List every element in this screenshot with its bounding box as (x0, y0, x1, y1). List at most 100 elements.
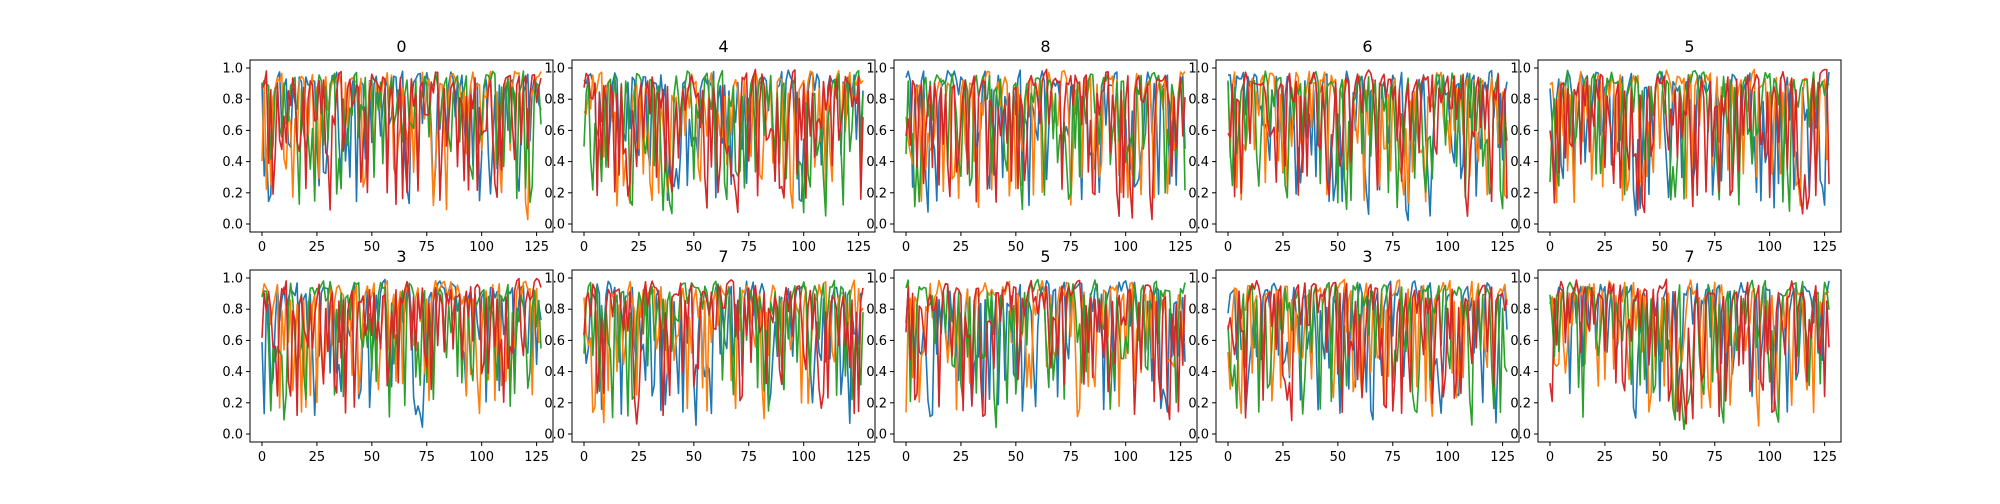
y-tick-label: 0.0 (866, 218, 887, 233)
axes-frame (1537, 59, 1842, 233)
y-tick-label: 0.8 (866, 93, 887, 108)
x-tick-label: 125 (846, 450, 871, 465)
x-tick-label: 50 (686, 450, 703, 465)
x-tick-label: 100 (469, 450, 494, 465)
y-tick-label: 0.4 (222, 365, 243, 380)
y-tick-label: 0.4 (544, 155, 565, 170)
y-tick-label: 1.0 (1188, 272, 1209, 287)
y-tick-label: 0.6 (1188, 334, 1209, 349)
series-line-3 (583, 279, 864, 419)
x-tick-label: 50 (364, 450, 381, 465)
axes-frame (571, 59, 876, 233)
subplot-2: 0.0 0.2 0.4 0.6 0.8 1.0 0 25 50 75 100 125 4 (544, 37, 876, 255)
x-tick-label: 25 (309, 240, 326, 255)
x-tick-label: 50 (1652, 450, 1669, 465)
x-tick-label: 0 (1224, 240, 1232, 255)
x-tick-label: 100 (1757, 450, 1782, 465)
subplot-7: 0.0 0.2 0.4 0.6 0.8 1.0 0 25 50 75 100 125 7 (544, 247, 876, 465)
y-tick-label: 1.0 (866, 272, 887, 287)
x-tick-label: 100 (1757, 240, 1782, 255)
axes-frame (571, 269, 876, 443)
x-tick-label: 75 (1384, 450, 1401, 465)
subplot-title: 8 (1040, 37, 1050, 56)
y-tick-label: 0.0 (866, 428, 887, 443)
x-tick-label: 25 (1275, 450, 1292, 465)
x-tick-label: 50 (1652, 240, 1669, 255)
x-tick-label: 75 (418, 450, 435, 465)
y-tick-label: 0.8 (1188, 93, 1209, 108)
x-tick-label: 25 (631, 450, 648, 465)
y-tick-label: 0.8 (1188, 303, 1209, 318)
subplot-title: 3 (1362, 247, 1372, 266)
y-tick-label: 0.0 (1510, 428, 1531, 443)
subplot-title: 5 (1040, 247, 1050, 266)
x-tick-label: 100 (1113, 450, 1138, 465)
subplot-title: 0 (396, 37, 406, 56)
y-tick-label: 0.6 (866, 334, 887, 349)
axes-frame (249, 59, 554, 233)
x-tick-label: 100 (1435, 240, 1460, 255)
x-tick-label: 25 (631, 240, 648, 255)
x-tick-label: 50 (1008, 450, 1025, 465)
x-tick-label: 125 (524, 450, 549, 465)
x-tick-label: 25 (1597, 450, 1614, 465)
subplot-3: 0.0 0.2 0.4 0.6 0.8 1.0 0 25 50 75 100 125 8 (866, 37, 1198, 255)
y-tick-label: 0.0 (222, 428, 243, 443)
y-tick-label: 1.0 (544, 62, 565, 77)
y-tick-label: 0.4 (1188, 365, 1209, 380)
y-tick-label: 0.4 (866, 365, 887, 380)
y-tick-label: 0.0 (544, 218, 565, 233)
x-tick-label: 0 (902, 450, 910, 465)
series-line-3 (905, 278, 1186, 429)
x-tick-label: 100 (791, 450, 816, 465)
y-tick-label: 1.0 (544, 272, 565, 287)
y-tick-label: 0.2 (544, 186, 565, 201)
x-tick-label: 75 (740, 450, 757, 465)
y-tick-label: 0.8 (544, 93, 565, 108)
y-tick-label: 0.4 (1510, 155, 1531, 170)
x-tick-label: 0 (902, 240, 910, 255)
y-tick-label: 1.0 (222, 272, 243, 287)
y-tick-label: 0.0 (544, 428, 565, 443)
subplot-title: 5 (1684, 37, 1694, 56)
y-tick-label: 0.2 (866, 186, 887, 201)
x-tick-label: 0 (1546, 240, 1554, 255)
x-tick-label: 0 (258, 450, 266, 465)
y-tick-label: 0.2 (222, 186, 243, 201)
axes-frame (893, 59, 1198, 233)
series-line-4 (1549, 278, 1830, 425)
series-line-3 (905, 71, 1186, 211)
y-tick-label: 0.2 (1510, 396, 1531, 411)
series-line-4 (583, 279, 864, 425)
y-tick-label: 0.0 (1510, 218, 1531, 233)
x-tick-label: 125 (1168, 240, 1193, 255)
y-tick-label: 0.4 (866, 155, 887, 170)
x-tick-label: 100 (1113, 240, 1138, 255)
y-tick-label: 0.2 (1188, 186, 1209, 201)
y-tick-label: 0.4 (1510, 365, 1531, 380)
y-tick-label: 0.6 (1188, 124, 1209, 139)
axes-frame (893, 269, 1198, 443)
y-tick-label: 0.8 (544, 303, 565, 318)
subplot-10: 0.0 0.2 0.4 0.6 0.8 1.0 0 25 50 75 100 125 7 (1510, 247, 1842, 465)
y-tick-label: 0.6 (1510, 124, 1531, 139)
y-tick-label: 0.2 (222, 396, 243, 411)
x-tick-label: 75 (1062, 450, 1079, 465)
x-tick-label: 125 (524, 240, 549, 255)
subplot-5: 0.0 0.2 0.4 0.6 0.8 1.0 0 25 50 75 100 125 5 (1510, 37, 1842, 255)
subplot-1: 0.0 0.2 0.4 0.6 0.8 1.0 0 25 50 75 100 125 0 (222, 37, 554, 255)
y-tick-label: 1.0 (222, 62, 243, 77)
y-tick-label: 0.8 (1510, 93, 1531, 108)
x-tick-label: 75 (740, 240, 757, 255)
y-tick-label: 0.0 (1188, 428, 1209, 443)
subplot-6: 0.0 0.2 0.4 0.6 0.8 1.0 0 25 50 75 100 125 3 (222, 247, 554, 465)
series-line-1 (261, 70, 542, 205)
series-line-4 (261, 277, 542, 417)
x-tick-label: 75 (1062, 240, 1079, 255)
subplot-4: 0.0 0.2 0.4 0.6 0.8 1.0 0 25 50 75 100 125 6 (1188, 37, 1520, 255)
y-tick-label: 0.0 (222, 218, 243, 233)
series-line-3 (1549, 69, 1830, 212)
x-tick-label: 50 (1008, 240, 1025, 255)
x-tick-label: 125 (1168, 450, 1193, 465)
